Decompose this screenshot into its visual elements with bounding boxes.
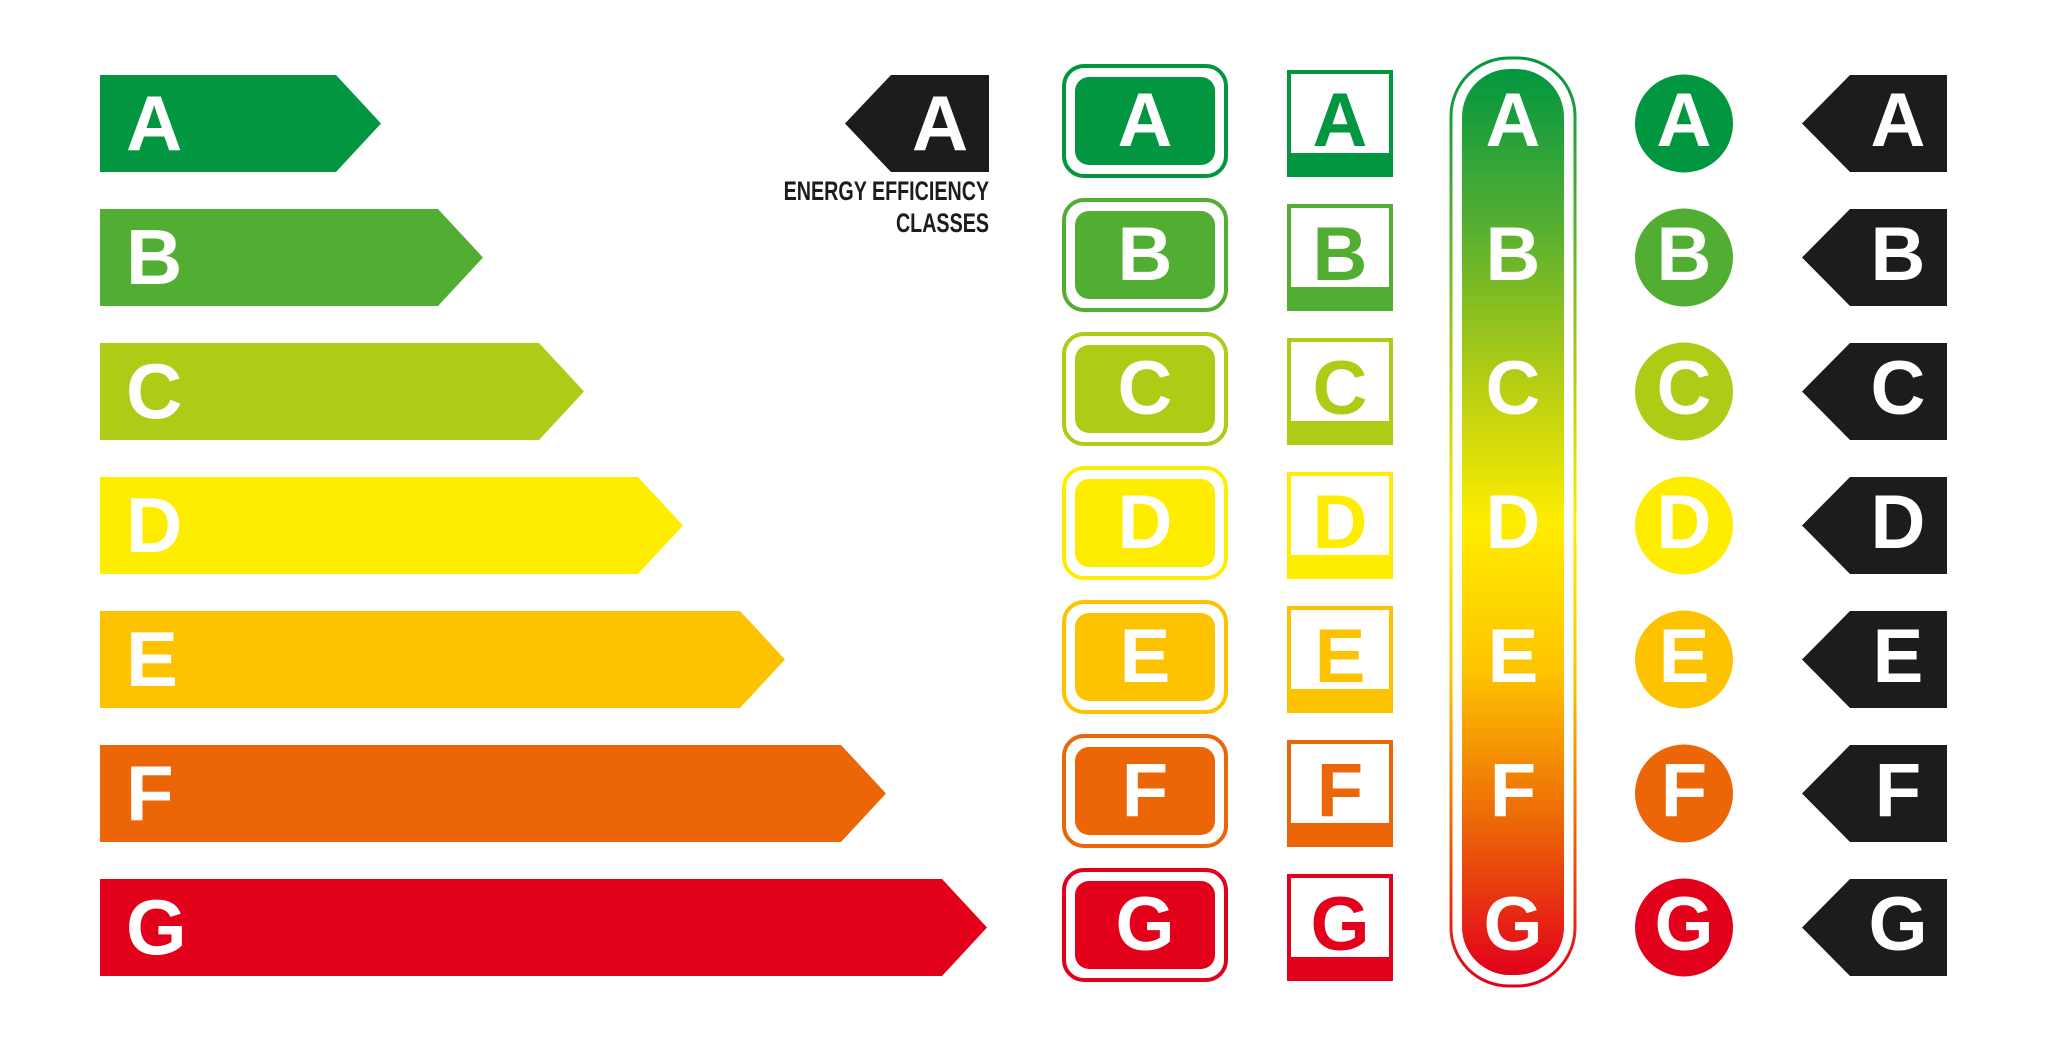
svg-text:F: F [1122,748,1168,833]
svg-text:A: A [1486,78,1541,163]
svg-text:C: C [126,347,182,435]
svg-text:E: E [1488,614,1539,699]
svg-text:E: E [1873,614,1924,699]
svg-text:A: A [912,79,968,167]
svg-text:C: C [1486,346,1541,431]
svg-text:G: G [1483,882,1542,967]
svg-text:D: D [1657,480,1712,565]
svg-text:C: C [1657,346,1712,431]
svg-text:G: G [126,883,187,971]
svg-text:D: D [1313,480,1368,565]
svg-text:D: D [1486,480,1541,565]
svg-text:D: D [1871,480,1926,565]
svg-text:G: G [1115,882,1174,967]
svg-text:F: F [1317,748,1363,833]
svg-text:E: E [1659,614,1710,699]
svg-text:A: A [1871,78,1926,163]
svg-text:F: F [1490,748,1536,833]
svg-text:G: G [1654,882,1713,967]
svg-text:D: D [126,481,182,569]
svg-text:E: E [1120,614,1171,699]
svg-text:ENERGY EFFICIENCY: ENERGY EFFICIENCY [784,177,990,207]
svg-text:F: F [1661,748,1707,833]
svg-text:G: G [1868,882,1927,967]
svg-text:B: B [1313,212,1368,297]
svg-text:E: E [126,615,178,703]
svg-text:F: F [1875,748,1921,833]
svg-text:G: G [1310,882,1369,967]
svg-text:A: A [1313,78,1368,163]
svg-text:CLASSES: CLASSES [896,209,989,239]
svg-text:A: A [1657,78,1712,163]
svg-text:C: C [1871,346,1926,431]
svg-text:E: E [1315,614,1366,699]
svg-text:A: A [1118,78,1173,163]
svg-text:C: C [1118,346,1173,431]
svg-text:B: B [1486,212,1541,297]
svg-text:B: B [1118,212,1173,297]
svg-text:B: B [1871,212,1926,297]
svg-text:A: A [126,79,182,167]
svg-text:F: F [126,749,174,837]
svg-text:B: B [126,213,182,301]
svg-text:C: C [1313,346,1368,431]
svg-text:D: D [1118,480,1173,565]
svg-text:B: B [1657,212,1712,297]
